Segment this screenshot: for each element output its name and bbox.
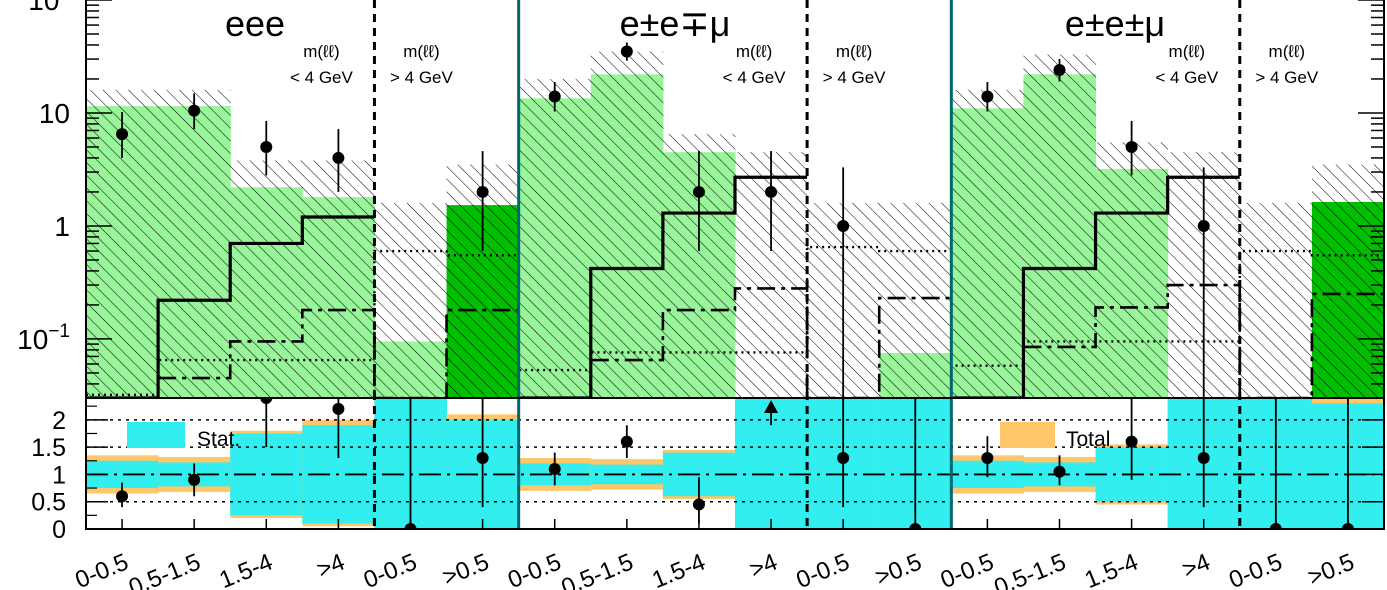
- uncertainty-band: [518, 78, 592, 398]
- ratio-plot-area: [86, 398, 1384, 529]
- ratio-point: [188, 473, 201, 486]
- ratio-y-tick-label: 1: [52, 461, 66, 489]
- x-tick-label: >0.5: [1304, 549, 1358, 590]
- y-tick-label: 10: [39, 98, 70, 129]
- ratio-point: [692, 498, 705, 511]
- ratio-point: [620, 435, 633, 448]
- signal-solid-line: [86, 175, 1240, 398]
- x-tick-label: >4: [1178, 549, 1213, 584]
- uncertainty-band: [951, 89, 1024, 398]
- ratio-point: [116, 490, 129, 503]
- y-tick-base: 10: [39, 98, 70, 129]
- data-point: [260, 140, 273, 153]
- data-point: [1053, 64, 1066, 77]
- ratio-point: [837, 452, 850, 465]
- region-low-label-line1: m(ℓℓ): [303, 42, 339, 61]
- x-tick-label: 1.5-4: [216, 549, 277, 590]
- y-tick-label: 102: [28, 0, 70, 16]
- region-high-label-line2: > 4 GeV: [390, 68, 454, 87]
- data-point: [620, 45, 633, 58]
- x-tick-label: 0-0.5: [360, 549, 421, 590]
- channel-title: e±e∓μ: [620, 3, 731, 44]
- ratio-y-tick-label: 0.5: [31, 489, 66, 517]
- ratio-point: [1125, 435, 1138, 448]
- y-tick-label: 1: [54, 211, 70, 242]
- ratio-point: [548, 462, 561, 475]
- channel-title: e±e±μ: [1065, 3, 1165, 44]
- ratio-point: [1197, 452, 1210, 465]
- x-tick-label: >4: [313, 549, 348, 584]
- data-point: [1125, 140, 1138, 153]
- data-point: [981, 90, 994, 103]
- ratio-stat-band: [590, 464, 664, 485]
- x-tick-label: 0.5-1.5: [990, 549, 1069, 590]
- data-point: [548, 90, 561, 103]
- data-point: [692, 185, 705, 198]
- region-high-label-line1: m(ℓℓ): [1269, 42, 1305, 61]
- x-tick-label: 0.5-1.5: [558, 549, 637, 590]
- region-high-label-line1: m(ℓℓ): [836, 42, 872, 61]
- ratio-offscale-arrow: [764, 400, 779, 413]
- x-tick-label: 1.5-4: [1081, 549, 1142, 590]
- ratio-legend-total-label: Total: [1066, 428, 1110, 451]
- y-tick-exponent: −1: [48, 321, 70, 342]
- uncertainty-band: [374, 202, 448, 398]
- region-high-label-line2: > 4 GeV: [1255, 68, 1319, 87]
- main-plot-area: [86, 42, 1384, 398]
- y-tick-base: 1: [54, 211, 70, 242]
- region-low-label-line2: < 4 GeV: [290, 68, 354, 87]
- uncertainty-band: [590, 51, 664, 398]
- x-tick-label: >4: [746, 549, 781, 584]
- channel-title: eee: [225, 3, 285, 44]
- ratio-legend-stat-swatch: [127, 422, 185, 448]
- data-point: [1197, 219, 1210, 232]
- ratio-y-tick-label: 2: [52, 407, 66, 435]
- x-tick-label: 0-0.5: [793, 549, 854, 590]
- region-low-label-line2: < 4 GeV: [1155, 68, 1219, 87]
- ratio-point: [981, 452, 994, 465]
- y-tick-base: 10: [17, 324, 48, 355]
- region-low-label-line1: m(ℓℓ): [736, 42, 772, 61]
- uncertainty-band: [879, 202, 952, 398]
- y-tick-label: 10−1: [17, 321, 70, 355]
- uncertainty-band: [1095, 142, 1169, 398]
- x-tick-label: 0-0.5: [504, 549, 565, 590]
- uncertainty-band: [302, 160, 375, 398]
- data-point: [765, 185, 778, 198]
- region-low-label-line2: < 4 GeV: [723, 68, 787, 87]
- data-point: [188, 104, 201, 117]
- region-high-label-line1: m(ℓℓ): [403, 42, 439, 61]
- ratio-legend-total-swatch: [1000, 422, 1055, 448]
- ratio-point: [332, 402, 345, 415]
- ratio-point: [476, 452, 489, 465]
- uncertainty-band: [1023, 54, 1097, 398]
- uncertainty-band: [1239, 202, 1313, 398]
- data-point: [116, 128, 129, 141]
- ratio-y-tick-label: 0: [52, 516, 66, 544]
- x-tick-label: 0-0.5: [71, 549, 132, 590]
- ratio-legend-stat-label: Stat.: [197, 428, 240, 451]
- ratio-point: [1053, 465, 1066, 478]
- y-tick-base: 10: [28, 0, 59, 16]
- region-high-label-line2: > 4 GeV: [823, 68, 887, 87]
- ratio-y-tick-label: 1.5: [31, 434, 66, 462]
- ratio-frame: [85, 397, 1385, 530]
- x-tick-label: 0-0.5: [937, 549, 998, 590]
- uncertainty-band: [1311, 164, 1384, 398]
- x-tick-label: 0-0.5: [1225, 549, 1286, 590]
- ratio-point: [260, 398, 273, 404]
- uncertainty-band: [230, 160, 303, 398]
- y-tick-exponent: 2: [59, 0, 70, 3]
- x-tick-label: 1.5-4: [648, 549, 709, 590]
- uncertainty-band: [158, 89, 231, 398]
- x-tick-label: >0.5: [871, 549, 925, 590]
- x-tick-label: >0.5: [439, 549, 493, 590]
- region-low-label-line1: m(ℓℓ): [1169, 42, 1205, 61]
- data-point: [476, 185, 489, 198]
- data-point: [837, 219, 850, 232]
- x-tick-label: 0.5-1.5: [125, 549, 204, 590]
- data-point: [332, 151, 345, 164]
